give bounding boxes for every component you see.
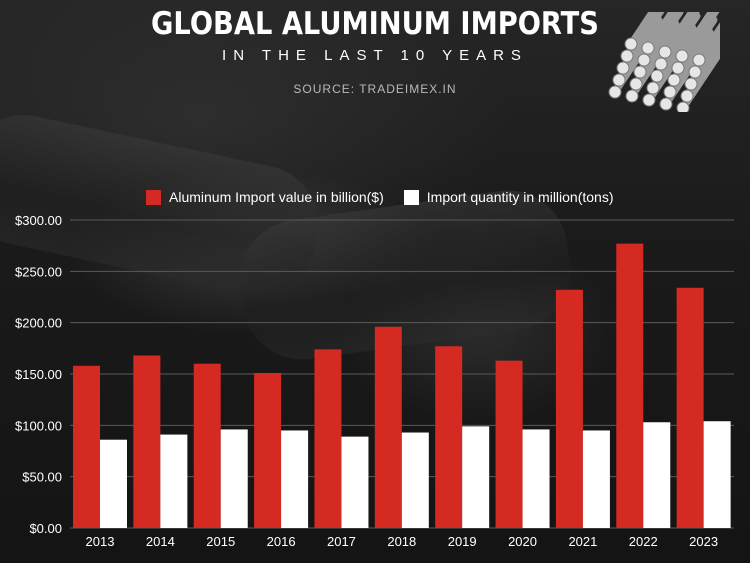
x-tick-label: 2020 (508, 534, 537, 549)
bar-quantity (703, 421, 731, 528)
bar-quantity (643, 422, 671, 528)
chart-source: SOURCE: TRADEIMEX.IN (293, 82, 457, 96)
x-axis: 2013 2014 2015 2016 2017 2018 2019 2020 2021 2022… (86, 534, 719, 549)
y-tick-label: $300.00 (15, 213, 62, 228)
legend-swatch-quantity (403, 189, 419, 205)
x-tick-label: 2019 (448, 534, 477, 549)
rod-end (642, 93, 656, 107)
bar-value (193, 363, 221, 528)
rod-end (676, 101, 690, 112)
bar-quantity (160, 434, 188, 528)
rod-end (612, 73, 626, 87)
chart-subtitle: IN THE LAST 10 YEARS (222, 47, 528, 64)
rod-end (637, 53, 651, 67)
rod-end (633, 65, 647, 79)
legend-item-value: Aluminum Import value in billion($) (146, 189, 384, 205)
y-axis: $0.00 $50.00 $100.00 $150.00 $200.00 $250.00 $… (15, 213, 62, 536)
rod-end (650, 69, 664, 83)
x-tick-label: 2022 (629, 534, 658, 549)
rod-end (688, 65, 702, 79)
bar-value (374, 326, 402, 528)
rod-shaft (644, 12, 677, 52)
legend-label-value: Aluminum Import value in billion($) (169, 189, 384, 205)
rod-end (680, 89, 694, 103)
x-tick-label: 2018 (387, 534, 416, 549)
bar-quantity (582, 430, 610, 528)
rod-end (692, 53, 706, 67)
rod-end (667, 73, 681, 87)
bar-quantity (401, 432, 429, 528)
y-tick-label: $250.00 (15, 264, 62, 279)
rod-end (625, 89, 639, 103)
rod-end (659, 97, 673, 111)
bar-value (73, 365, 100, 528)
rod-end (641, 41, 655, 55)
rod-end (624, 37, 638, 51)
rod-shaft (661, 12, 696, 56)
rod-shaft (695, 22, 720, 64)
bar-quantity (100, 439, 127, 528)
bar-quantity (522, 429, 550, 528)
y-tick-label: $50.00 (22, 470, 62, 485)
x-tick-label: 2015 (206, 534, 235, 549)
legend-label-quantity: Import quantity in million(tons) (426, 189, 614, 205)
rod-end (629, 77, 643, 91)
bar-value (254, 372, 282, 528)
rod-end (671, 61, 685, 75)
rod-end (616, 61, 630, 75)
rod-end (658, 45, 672, 59)
chart-title: GLOBAL ALUMINUM IMPORTS (151, 6, 599, 42)
bar-value (555, 289, 583, 528)
bar-value (133, 355, 161, 528)
bar-value (314, 349, 342, 528)
x-tick-label: 2016 (267, 534, 296, 549)
rod-end (608, 85, 622, 99)
legend-swatch-value (146, 189, 161, 205)
aluminum-rods-icon (608, 12, 720, 112)
bar-quantity (341, 436, 369, 528)
bar-quantity (462, 426, 490, 528)
rod-end (684, 77, 698, 91)
y-tick-label: $100.00 (15, 418, 62, 433)
rod-shaft (678, 12, 716, 60)
x-tick-label: 2023 (689, 534, 718, 549)
chart-legend: Aluminum Import value in billion($) Impo… (146, 189, 634, 205)
bar-quantity (220, 429, 248, 528)
rod-end (620, 49, 634, 63)
rod-shaft (627, 12, 657, 48)
x-tick-label: 2013 (86, 534, 115, 549)
bar-value (676, 287, 704, 528)
rod-end (675, 49, 689, 63)
bar-value (616, 243, 644, 528)
x-tick-label: 2014 (146, 534, 175, 549)
x-tick-label: 2017 (327, 534, 356, 549)
y-tick-label: $150.00 (15, 367, 62, 382)
rod-end (646, 81, 660, 95)
legend-item-quantity: Import quantity in million(tons) (403, 189, 614, 205)
y-tick-label: $0.00 (29, 521, 62, 536)
rod-end (663, 85, 677, 99)
bar-value (435, 346, 463, 528)
bar-value (495, 360, 523, 528)
rod-end (654, 57, 668, 71)
bar-quantity (281, 430, 309, 528)
y-tick-label: $200.00 (15, 316, 62, 331)
bars (73, 243, 731, 528)
x-tick-label: 2021 (568, 534, 597, 549)
